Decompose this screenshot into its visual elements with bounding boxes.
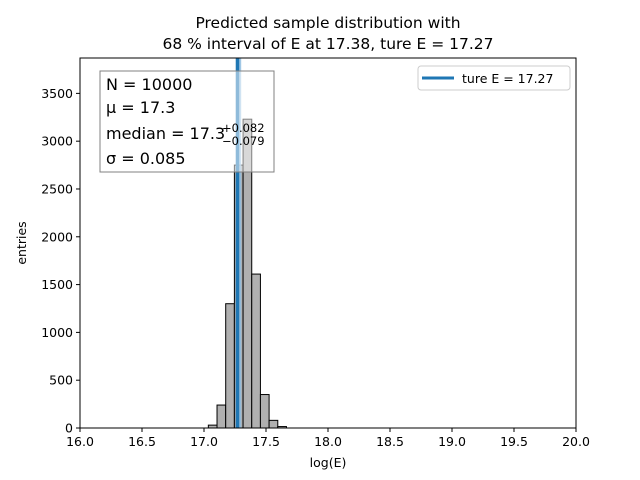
- x-tick-label-0: 16.0: [66, 434, 94, 449]
- histogram-bar-5: [251, 273, 261, 429]
- y-tick-label-5: 2500: [41, 181, 73, 196]
- stats-n: N = 10000: [106, 75, 192, 94]
- histogram-bar-7: [268, 419, 279, 429]
- legend-frame: [417, 65, 571, 91]
- legend-label: ture E = 17.27: [462, 71, 553, 86]
- x-axis-ticks: 16.0 16.5 17.0 17.5 18.0 18.5 19.0 19.5 20.0: [66, 428, 590, 449]
- y-axis-ticks: 0 500 1000 1500 2000 2500 3000 3500: [41, 86, 80, 436]
- x-tick-label-8: 20.0: [562, 434, 590, 449]
- y-tick-label-1: 500: [49, 373, 73, 388]
- chart-title-line1: Predicted sample distribution with: [195, 14, 460, 32]
- histogram-bar-1: [216, 404, 227, 429]
- x-tick-label-7: 19.5: [500, 434, 528, 449]
- chart-title-line2: 68 % interval of E at 17.38, ture E = 17…: [162, 35, 493, 53]
- x-tick-label-2: 17.0: [190, 434, 218, 449]
- x-tick-label-6: 19.0: [438, 434, 466, 449]
- legend: ture E = 17.27: [417, 65, 571, 91]
- y-tick-label-0: 0: [65, 421, 73, 436]
- histogram-bar-2: [225, 303, 235, 429]
- y-tick-label-2: 1000: [41, 325, 73, 340]
- y-tick-label-3: 1500: [41, 277, 73, 292]
- x-axis-label: log(E): [310, 455, 347, 470]
- stats-median-lower: −0.079: [222, 134, 265, 148]
- x-tick-label-3: 17.5: [252, 434, 280, 449]
- stats-sigma: σ = 0.085: [106, 149, 186, 168]
- y-axis-label: entries: [14, 221, 29, 264]
- x-tick-label-4: 18.0: [314, 434, 342, 449]
- stats-mu: μ = 17.3: [106, 98, 175, 117]
- stats-median-upper: +0.082: [222, 121, 265, 135]
- interval-band: [238, 58, 242, 428]
- y-tick-label-4: 2000: [41, 229, 73, 244]
- stats-box: N = 10000 μ = 17.3 median = 17.3 +0.082 …: [99, 70, 275, 173]
- x-tick-label-5: 18.5: [376, 434, 404, 449]
- histogram-bar-6: [259, 394, 270, 429]
- stats-median: median = 17.3: [106, 124, 225, 143]
- x-tick-label-1: 16.5: [128, 434, 156, 449]
- y-tick-label-7: 3500: [41, 86, 73, 101]
- y-tick-label-6: 3000: [41, 134, 73, 149]
- stats-box-frame: [99, 70, 275, 173]
